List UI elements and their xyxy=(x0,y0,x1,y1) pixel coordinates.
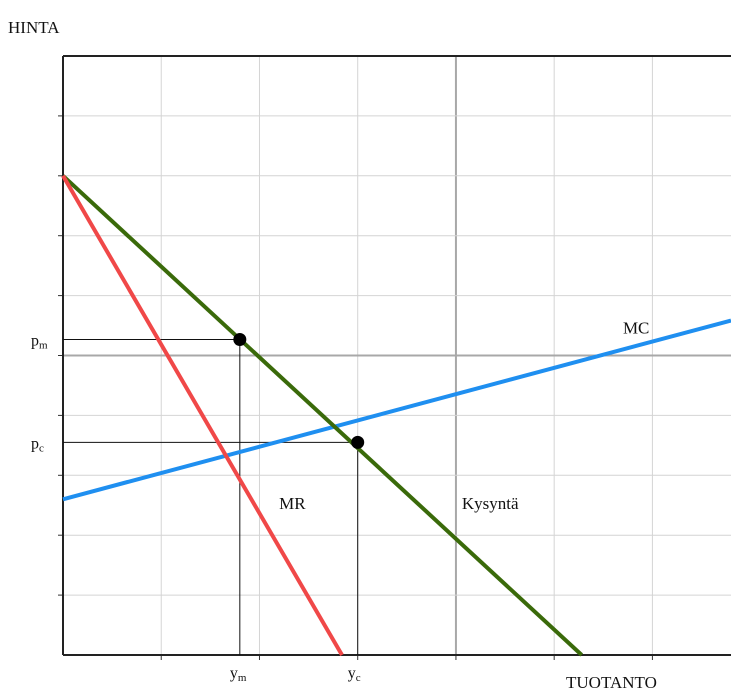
quantity-tick-label: ym xyxy=(230,665,247,684)
monopoly-point xyxy=(233,333,247,347)
plot-frame xyxy=(62,55,731,656)
mr-label: MR xyxy=(279,494,306,513)
curves xyxy=(61,174,731,657)
price-tick-label: pc xyxy=(31,435,44,454)
y-axis-title: HINTA xyxy=(8,18,60,37)
mc-label: MC xyxy=(623,319,649,338)
demand-line xyxy=(61,174,584,657)
mc-line xyxy=(62,318,731,502)
competitive-point xyxy=(351,435,365,449)
guide-lines xyxy=(63,339,359,655)
mr-line xyxy=(61,174,344,657)
price-tick-label: pm xyxy=(31,333,48,352)
quantity-tick-label: yc xyxy=(348,665,361,684)
grid xyxy=(58,56,731,660)
points xyxy=(233,333,365,449)
demand-label: Kysyntä xyxy=(462,494,519,513)
x-axis-title: TUOTANTO xyxy=(566,673,657,691)
labels: HINTA TUOTANTO pm pc ym yc MC MR Kysyntä xyxy=(8,18,657,691)
